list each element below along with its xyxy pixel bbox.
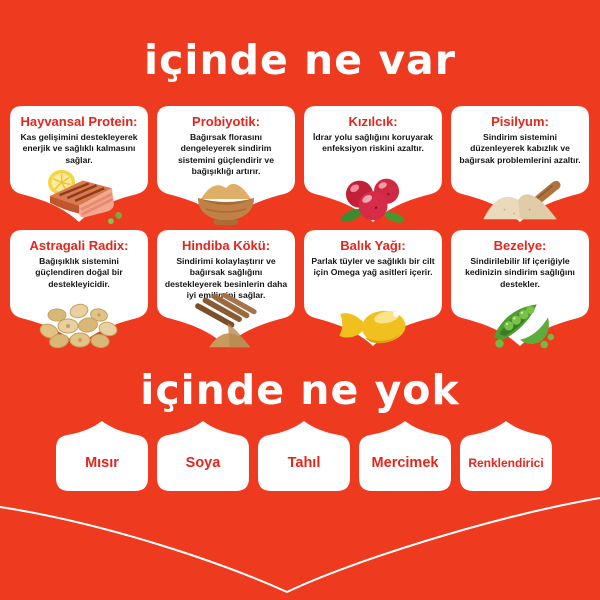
included-cards-row-1: Hayvansal Protein: Kas gelişimini destek… [10, 106, 589, 226]
probiotic-bowl-image [186, 171, 266, 227]
ingredient-description: Sindirim sistemini düzenleyerek kabızlık… [459, 132, 581, 165]
excluded-chip-misir: Mısır [56, 421, 148, 491]
ingredient-title: Hayvansal Protein: [20, 114, 138, 129]
ingredient-card-probiyotik: Probiyotik: Bağırsak florasını dengeleye… [157, 106, 295, 226]
ingredient-title: Pisilyum: [491, 114, 549, 129]
excluded-chip-renklendirici: Renklendirici [460, 421, 552, 491]
ingredient-card-pisilyum: Pisilyum: Sindirim sistemini düzenleyere… [451, 106, 589, 226]
excluded-item-label: Renklendirici [468, 456, 544, 470]
card-bubble-shape [451, 230, 589, 346]
card-bubble-shape [304, 106, 442, 222]
bottom-curve-divider [0, 497, 600, 594]
excluded-chip-tahil: Tahıl [258, 421, 350, 491]
ingredient-description: Bağışıklık sistemini güçlendiren doğal b… [35, 256, 123, 289]
ingredient-title: Kızılcık: [348, 114, 398, 129]
ingredient-title: Balık Yağı: [340, 238, 406, 253]
ingredient-description: Sindirilebilir lif içeriğiyle kedinizin … [465, 256, 575, 289]
card-bubble-shape [304, 230, 442, 346]
chip-banner-shape [258, 421, 350, 491]
ingredient-description: İdrar yolu sağlığını koruyarak enfeksiyo… [313, 132, 433, 154]
excluded-item-label: Tahıl [287, 455, 321, 471]
ingredient-description: Parlak tüyler ve sağlıklı bir cilt için … [311, 256, 435, 278]
ingredient-card-kizilcik: Kızılcık: İdrar yolu sağlığını koruyarak… [304, 106, 442, 226]
card-bubble-shape [10, 230, 148, 346]
chip-banner-shape [56, 421, 148, 491]
excluded-item-label: Mısır [85, 455, 119, 471]
included-section-title: içinde ne var [144, 36, 456, 84]
astragali-root-slices-image [35, 295, 123, 351]
ingredient-card-astragali-radix: Astragali Radix: Bağışıklık sistemini gü… [10, 230, 148, 350]
card-bubble-shape [10, 106, 148, 222]
cranberries-image [334, 169, 412, 227]
chicory-root-image [184, 292, 268, 351]
excluded-section-title: içinde ne yok [140, 366, 460, 414]
chip-banner-shape [157, 421, 249, 491]
ingredient-title: Astragali Radix: [29, 238, 129, 253]
card-bubble-shape [157, 230, 295, 346]
ingredient-description: Bağırsak florasını dengeleyerek sindirim… [178, 132, 274, 176]
card-bubble-shape [157, 106, 295, 222]
fish-oil-drop-image [332, 297, 414, 351]
ingredient-title: Probiyotik: [192, 114, 260, 129]
ingredient-card-hindiba-koku: Hindiba Kökü: Sindirimi kolaylaştırır ve… [157, 230, 295, 350]
ingredient-title: Bezelye: [493, 238, 547, 253]
green-peas-image [482, 295, 558, 351]
included-cards-row-2: Astragali Radix: Bağışıklık sistemini gü… [10, 230, 589, 350]
ingredient-card-hayvansal-protein: Hayvansal Protein: Kas gelişimini destek… [10, 106, 148, 226]
excluded-items-row: Mısır Soya Tahıl Mercimek Renklendirici [56, 421, 552, 491]
card-bubble-shape [451, 106, 589, 222]
ingredient-description: Kas gelişimini destekleyerek enerjik ve … [20, 132, 138, 165]
excluded-item-label: Mercimek [371, 455, 439, 471]
ingredient-card-balik-yagi: Balık Yağı: Parlak tüyler ve sağlıklı bi… [304, 230, 442, 350]
chip-banner-shape [359, 421, 451, 491]
excluded-item-label: Soya [185, 455, 221, 471]
chip-banner-shape [460, 421, 552, 491]
meat-steak-image [32, 167, 126, 227]
ingredient-title: Hindiba Kökü: [181, 238, 271, 253]
psyllium-husk-image [477, 171, 563, 227]
ingredient-card-bezelye: Bezelye: Sindirilebilir lif içeriğiyle k… [451, 230, 589, 350]
excluded-chip-mercimek: Mercimek [359, 421, 451, 491]
excluded-chip-soya: Soya [157, 421, 249, 491]
